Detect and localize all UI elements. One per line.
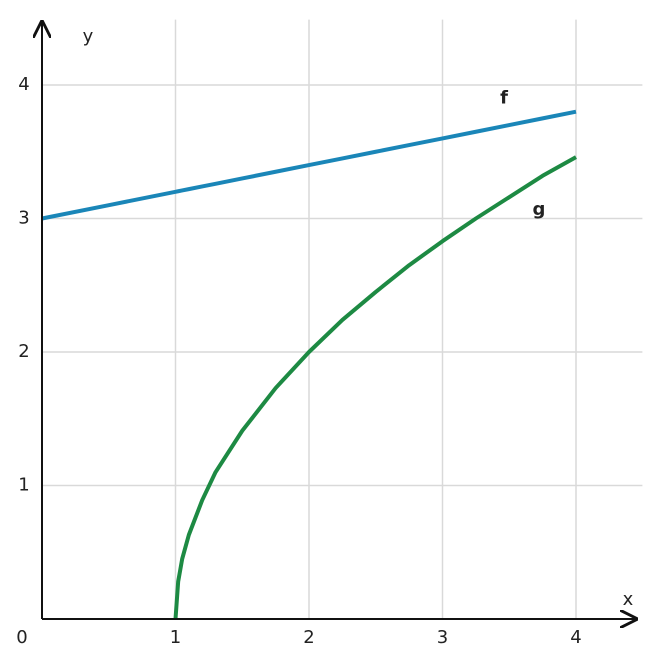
y-tick-label: 2	[18, 341, 29, 362]
y-tick-label: 3	[18, 208, 29, 229]
line-1	[173, 155, 577, 620]
x-tick-label: 0	[16, 627, 27, 648]
x-tick-label: 4	[570, 627, 581, 648]
y-axis-label: y	[83, 26, 94, 47]
x-tick-label: 1	[170, 627, 181, 648]
series-label: g	[533, 199, 546, 220]
grid	[42, 19, 643, 619]
series-label: f	[500, 88, 508, 109]
x-tick-label: 2	[303, 627, 314, 648]
plot	[41, 109, 577, 620]
line-0	[41, 109, 577, 221]
y-tick-label: 1	[18, 475, 29, 496]
x-tick-label: 3	[437, 627, 448, 648]
x-axis-label: x	[623, 589, 634, 610]
y-tick-label: 4	[18, 74, 29, 95]
